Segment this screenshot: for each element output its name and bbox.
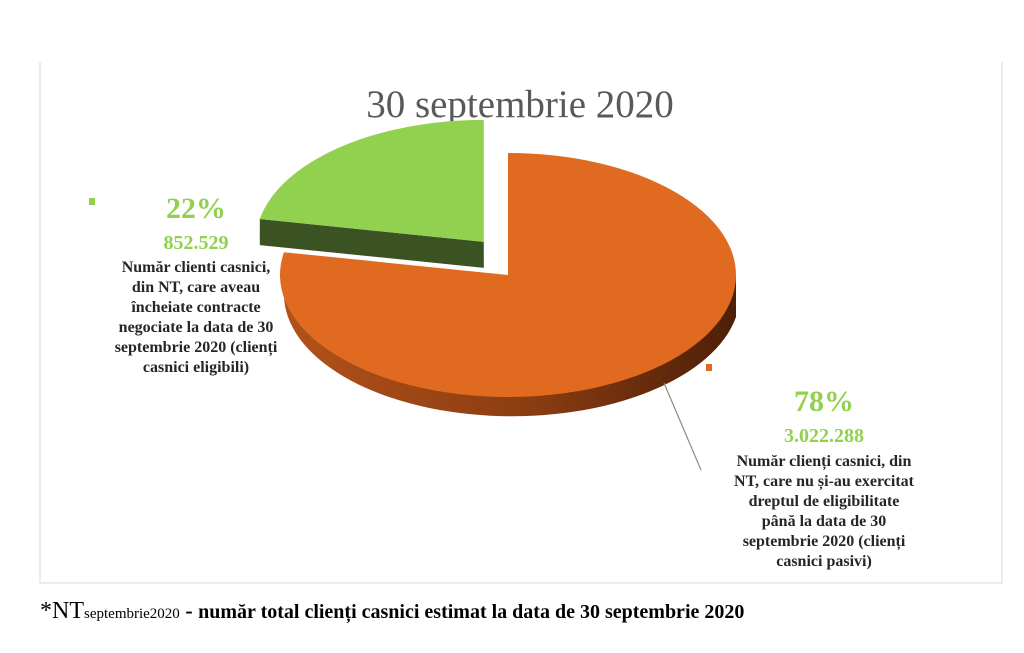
data-label-eligible-percent: 22%	[166, 192, 226, 225]
pie-slice-passive	[279, 153, 736, 417]
pie-slice-eligible-top	[259, 119, 484, 242]
data-label-eligible-desc-5: septembrie 2020 (clienți	[115, 339, 278, 357]
data-label-passive-desc-3: dreptul de eligibilitate	[749, 493, 900, 510]
data-label-eligible-value: 852.529	[164, 232, 229, 254]
data-label-eligible-desc-3: încheiate contracte	[130, 299, 260, 316]
data-label-passive-value: 3.022.288	[784, 425, 864, 447]
data-label-passive-desc-6: casnici pasivi)	[776, 553, 872, 570]
data-label-passive: 78% 3.022.288 Număr clienți casnici, din…	[734, 385, 915, 570]
legend-marker-passive	[706, 364, 712, 371]
pie-slice-passive-top	[279, 153, 736, 397]
chart-title: 30 septembrie 2020	[366, 83, 674, 126]
data-label-eligible: 22% 852.529 Număr clienti casnici, din N…	[115, 192, 278, 376]
data-label-eligible-desc-6: casnici eligibili)	[143, 359, 249, 376]
data-label-passive-percent: 78%	[794, 385, 854, 418]
footnote-nt: *NT	[40, 598, 84, 624]
data-label-eligible-desc-1: Număr clienti casnici,	[122, 259, 271, 276]
data-label-eligible-desc-2: din NT, care aveau	[132, 279, 260, 296]
leader-line	[663, 382, 702, 471]
legend-marker-eligible	[89, 198, 95, 205]
data-label-passive-desc-5: septembrie 2020 (clienți	[743, 533, 906, 551]
pie-slice-eligible	[259, 119, 484, 268]
chart-frame	[39, 62, 1003, 584]
data-label-passive-desc-4: până la data de 30	[762, 513, 886, 530]
data-label-passive-desc-1: Număr clienți casnici, din	[737, 453, 912, 471]
footnote-text: număr total clienți casnici estimat la d…	[198, 601, 745, 623]
footnote: *NTseptembrie2020 - număr total clienți …	[40, 598, 744, 625]
data-label-passive-desc-2: NT, care nu și-au exercitat	[734, 473, 915, 491]
pie-slice-eligible-side	[259, 219, 484, 268]
footnote-subscript: septembrie2020	[84, 606, 180, 622]
footnote-separator: -	[179, 598, 199, 623]
data-label-eligible-desc-4: negociate la data de 30	[119, 319, 274, 336]
